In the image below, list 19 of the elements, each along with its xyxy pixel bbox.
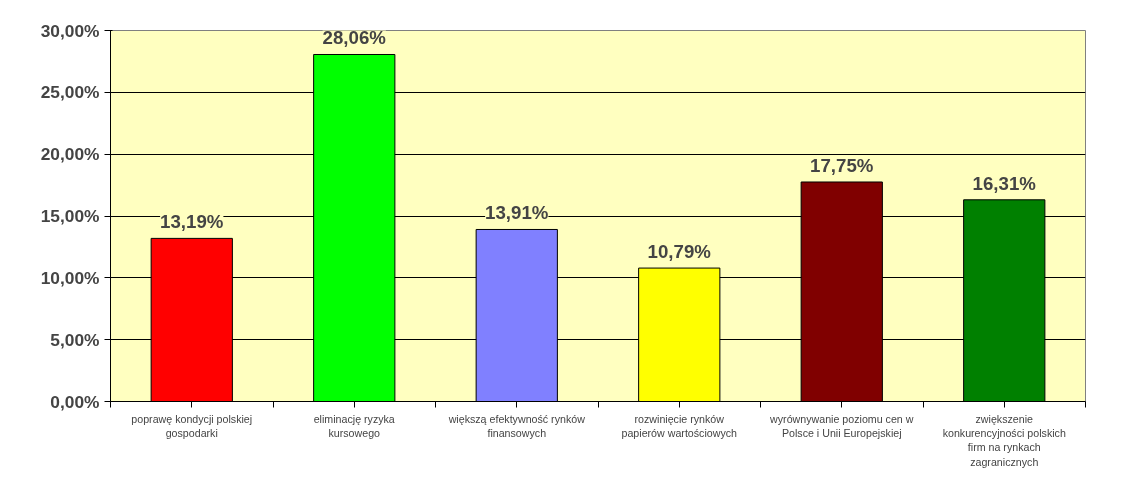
y-tick-label: 15,00% [40, 206, 100, 226]
data-label: 13,19% [160, 211, 224, 233]
y-tick-label: 5,00% [50, 329, 100, 350]
data-label: 16,31% [972, 172, 1037, 194]
data-label: 13,91% [485, 202, 549, 224]
data-label: 28,06% [322, 27, 387, 49]
y-tick-label: 20,00% [40, 144, 100, 165]
y-tick-label: 10,00% [40, 267, 100, 288]
x-tick-label: eliminację ryzyka kursowego [313, 412, 395, 439]
x-tick-label: poprawę kondycji polskiej gospodarki [131, 412, 253, 439]
y-tick-label: 30,00% [40, 20, 100, 41]
data-label: 10,79% [647, 241, 712, 263]
x-tick-label: rozwinięcie rynków papierów wartościowych [621, 412, 738, 439]
data-label: 17,75% [810, 154, 874, 176]
y-tick-label: 25,00% [40, 82, 100, 103]
x-tick-label: wyrównywanie poziomu cen w Polsce i Unii Europejskiej [769, 412, 914, 439]
x-tick-label: większą efektywność rynków finansowych [447, 412, 586, 439]
y-tick-label: 0,00% [50, 391, 100, 412]
x-tick-label: zwiększenie konkurencyjności polskich firm na rynkach zagranicznych [942, 412, 1066, 468]
